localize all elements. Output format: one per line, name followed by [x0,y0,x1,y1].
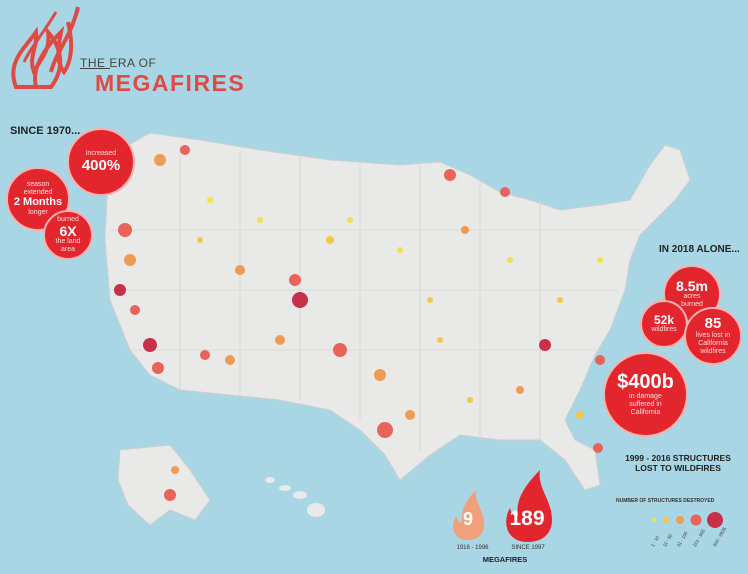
stat-small: in damage suffered in California [629,393,662,416]
stat-big: 400% [81,157,121,175]
stat-small-top: burned [57,215,79,223]
legend-title: NUMBER OF STRUCTURES DESTROYED [616,498,715,504]
alaska-land [117,444,211,526]
megafires-before-value: 9 [462,509,473,529]
contiguous-us-land [104,132,691,491]
megafires-label: MEGAFIRES [482,555,528,564]
flame-logo-icon [11,6,80,89]
state-borders [110,145,640,450]
title-small: THE ERA OF [80,56,157,70]
flame-large-icon [506,470,552,542]
stat-increased-400: increased 400% [67,128,135,196]
stat-big: $400b [617,371,674,393]
hawaii-islands [265,477,325,517]
stat-lives-lost: 85 lives lost in California wildfires [684,307,742,365]
stat-small-top: increased [85,150,117,158]
structures-title: 1999 - 2016 STRUCTURES LOST TO WILDFIRES [625,453,731,473]
stat-small-bottom: longer [28,208,48,216]
stat-big: 8.5m [676,277,708,294]
stat-small-bottom: the land area [55,238,81,254]
flame-small-icon [453,490,484,540]
megafires-after-value: 189 [509,507,545,530]
stat-small: acres burned [681,293,703,309]
megafires-after-caption: SINCE 1997 [511,545,545,551]
fire-dots [114,145,605,501]
in-2018-heading: IN 2018 ALONE... [659,244,740,255]
stat-big: 85 [704,315,722,333]
title-big: MEGAFIRES [95,70,246,96]
stat-small: wildfires [651,326,677,334]
stat-burned-6x: burned 6X the land area [43,210,93,260]
stat-big: 52k [653,312,675,327]
stat-small: lives lost in California wildfires [695,331,731,355]
stat-damage: $400b in damage suffered in California [603,352,688,437]
stat-big: 6X [59,222,77,239]
legend-swatches [652,512,723,528]
stat-wildfires: 52k wildfires [640,300,688,348]
stat-big: 2 Months [13,196,63,209]
since-1970-heading: SINCE 1970... [10,125,81,137]
megafires-before-caption: 1916 - 1996 [456,545,489,551]
title-divider [80,68,110,69]
stat-small-top: season extended [23,181,53,197]
